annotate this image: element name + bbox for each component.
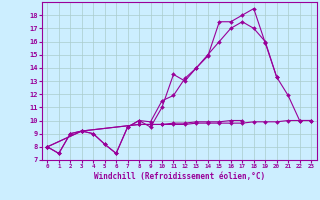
X-axis label: Windchill (Refroidissement éolien,°C): Windchill (Refroidissement éolien,°C) [94, 172, 265, 181]
